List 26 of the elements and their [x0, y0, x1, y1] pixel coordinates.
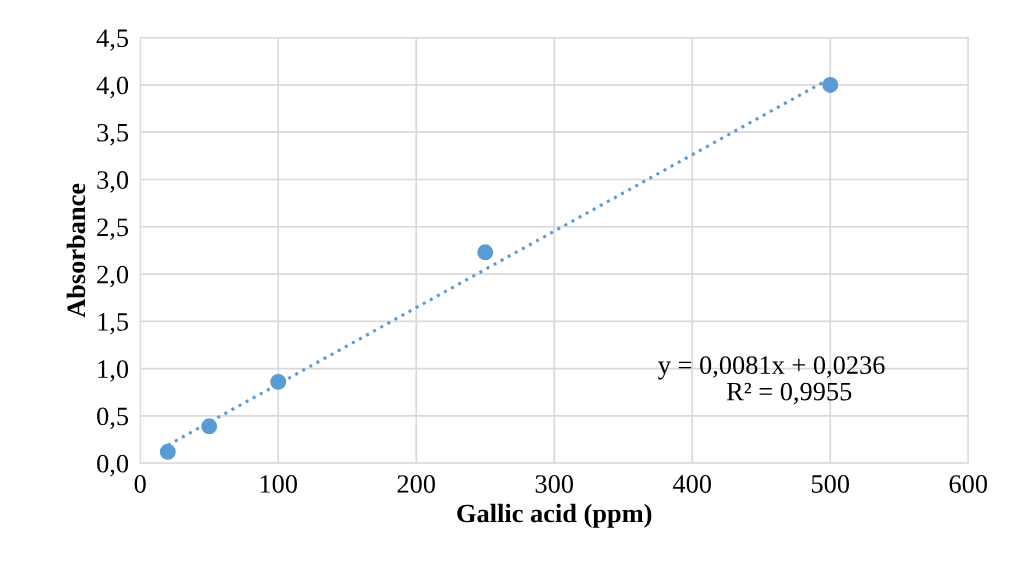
- y-tick-label: 0,0: [97, 454, 129, 477]
- point: [201, 418, 218, 435]
- y-tick-label: 2,5: [97, 218, 129, 240]
- y-tick-label: 1,5: [98, 313, 129, 335]
- y-tick-label: 1,0: [98, 360, 129, 382]
- x-tick-label: 300: [535, 475, 574, 493]
- x-axis-title: Gallic acid (ppm): [457, 503, 652, 528]
- point: [159, 443, 176, 460]
- y-tick-label: 3,0: [97, 171, 129, 193]
- x-tick-label: 200: [397, 475, 436, 493]
- annotation: R² = 0,9955: [726, 382, 852, 405]
- y-tick-label: 3,5: [97, 123, 129, 146]
- x-tick-label: 100: [260, 475, 297, 493]
- x-tick-label: 0: [134, 475, 146, 493]
- annotation: y = 0,0081x + 0,0236: [658, 356, 885, 380]
- y-tick-label: 4,0: [96, 76, 129, 99]
- x-tick-label: 500: [811, 475, 850, 493]
- point: [270, 373, 287, 390]
- y-tick-label: 4,5: [96, 29, 129, 51]
- y-tick-label: 0,5: [97, 407, 129, 430]
- x-tick-label: 400: [672, 475, 712, 493]
- y-axis-title: Absorbance: [66, 183, 86, 318]
- y-tick-label: 2,0: [97, 265, 129, 288]
- point: [822, 76, 839, 93]
- point: [477, 244, 494, 261]
- x-tick-label: 600: [949, 475, 988, 493]
